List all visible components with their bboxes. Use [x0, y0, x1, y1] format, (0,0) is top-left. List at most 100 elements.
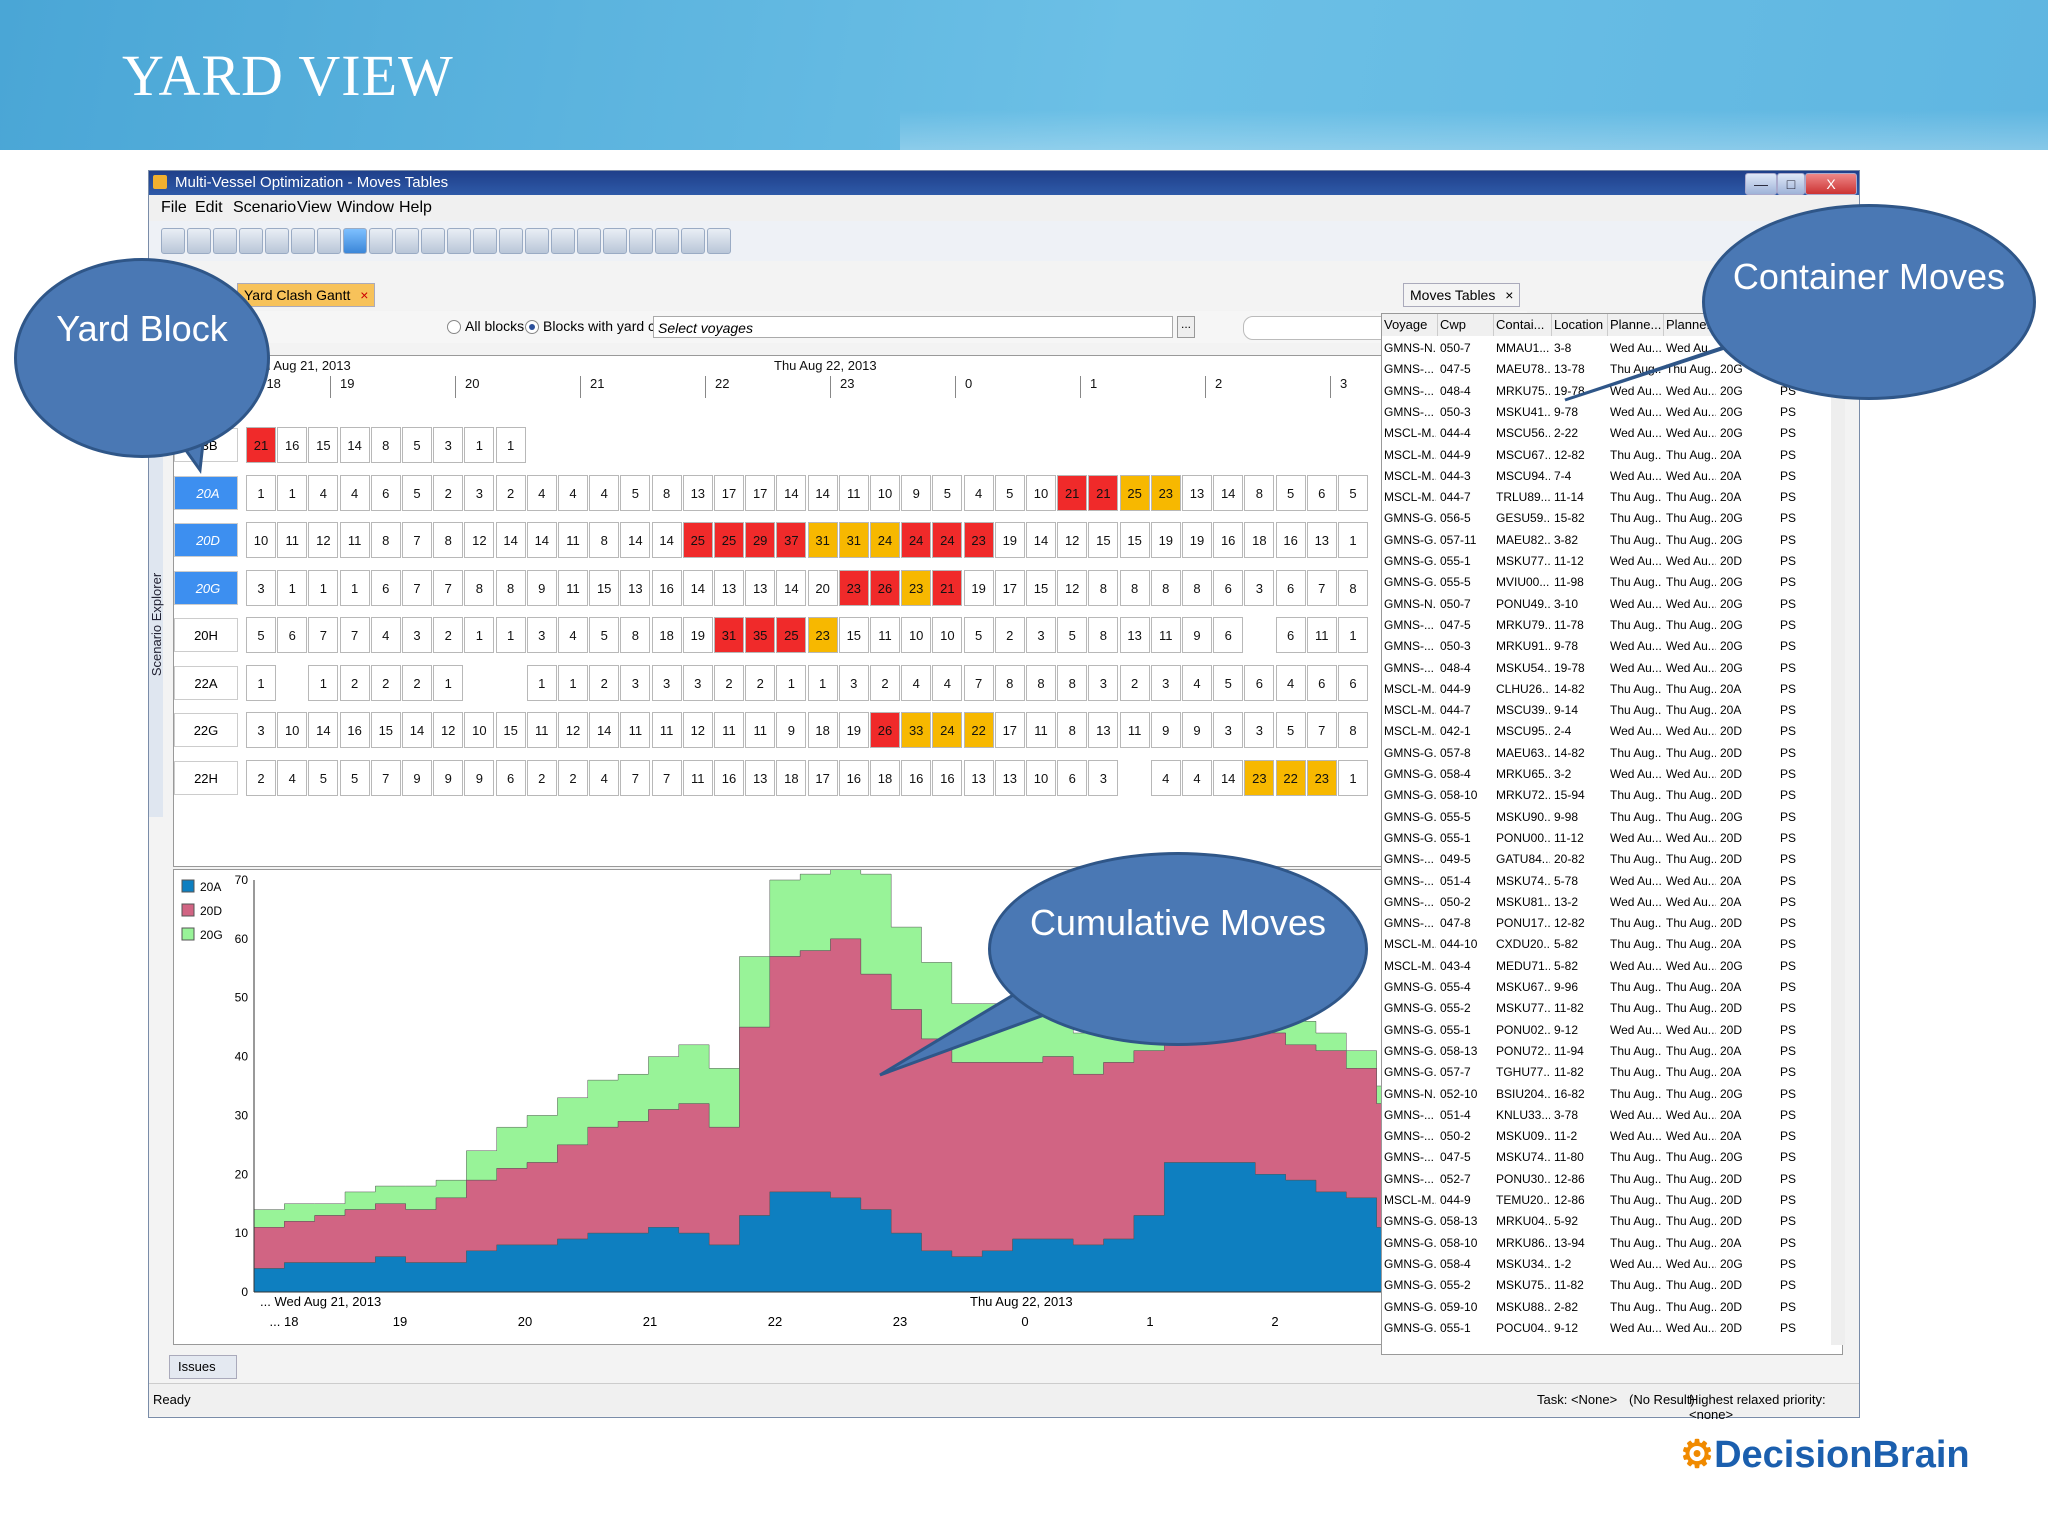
moves-table-row[interactable]: GMNS-G... 057-11 MAEU82... 3-82 Thu Aug... Th…	[1382, 530, 1836, 551]
gantt-cell[interactable]: 8	[994, 664, 1025, 701]
gantt-cell[interactable]: 14	[339, 427, 370, 463]
gantt-cell[interactable]: 14	[1026, 522, 1056, 558]
gantt-cell[interactable]: 12	[1057, 569, 1088, 606]
gantt-cell[interactable]: 3	[1150, 664, 1181, 701]
gantt-cell[interactable]: 22	[1275, 759, 1306, 796]
moves-table-row[interactable]: GMNS-G... 055-5 MSKU90... 9-98 Thu Aug... Thu…	[1382, 807, 1836, 828]
gantt-cell[interactable]: 4	[932, 664, 963, 701]
gantt-cell[interactable]: 18	[776, 759, 807, 796]
gantt-cell[interactable]: 19	[963, 569, 994, 606]
moves-table-row[interactable]: GMNS-G... 055-4 MSKU67... 9-96 Thu Aug... Thu…	[1382, 977, 1836, 998]
gantt-cell[interactable]: 8	[1088, 617, 1119, 653]
gantt-cell[interactable]: 4	[308, 474, 339, 511]
moves-table-row[interactable]: MSCL-M... 044-3 MSCU94... 7-4 Wed Au... Wed A…	[1382, 466, 1836, 487]
moves-table-row[interactable]: GMNS-N... 050-7 PONU49... 3-10 Wed Au... Wed …	[1382, 594, 1836, 615]
moves-table-row[interactable]: GMNS-G... 055-1 POCU04... 9-12 Wed Au... Wed …	[1382, 1318, 1836, 1339]
gantt-cell[interactable]: 3	[620, 664, 651, 701]
gantt-cell[interactable]: 3	[433, 427, 464, 463]
gantt-cell[interactable]: 13	[1088, 712, 1119, 748]
gantt-cell[interactable]: 21	[246, 427, 276, 463]
moves-table-row[interactable]: GMNS-G... 057-8 MAEU63... 14-82 Thu Aug... Th…	[1382, 743, 1836, 764]
gantt-cell[interactable]: 5	[620, 474, 651, 511]
toolbar-button[interactable]	[603, 228, 627, 254]
gantt-cell[interactable]: 1	[277, 474, 308, 511]
toolbar-button[interactable]	[655, 228, 679, 254]
gantt-cell[interactable]: 2	[558, 759, 588, 796]
gantt-cell[interactable]: 8	[370, 522, 401, 558]
clashes-radio[interactable]	[525, 320, 539, 334]
gantt-cell[interactable]: 14	[402, 712, 432, 748]
moves-table-row[interactable]: GMNS-... 049-5 GATU84... 20-82 Thu Aug... Thu…	[1382, 849, 1836, 870]
gantt-cell[interactable]: 4	[558, 617, 588, 653]
gantt-cell[interactable]: 17	[807, 759, 838, 796]
gantt-cell[interactable]: 12	[1057, 522, 1088, 558]
moves-table-row[interactable]: GMNS-... 047-5 MAEU78... 13-78 Thu Aug... Thu…	[1382, 359, 1836, 380]
gantt-cell[interactable]: 14	[651, 522, 682, 558]
gantt-cell[interactable]: 6	[1057, 759, 1088, 796]
gantt-cell[interactable]: 13	[682, 474, 713, 511]
gantt-cell[interactable]: 10	[1026, 474, 1056, 511]
gantt-cell[interactable]: 11	[682, 759, 713, 796]
moves-table-row[interactable]: MSCL-M... 044-9 TEMU20... 12-86 Thu Aug... Th…	[1382, 1190, 1836, 1211]
moves-table-row[interactable]: GMNS-G... 058-4 MRKU65... 3-2 Wed Au... Wed A…	[1382, 764, 1836, 785]
yard-block-row-header[interactable]: 20G	[174, 570, 238, 605]
menu-edit[interactable]: Edit	[195, 199, 223, 216]
gantt-cell[interactable]: 14	[1213, 474, 1244, 511]
gantt-cell[interactable]: 4	[526, 474, 557, 511]
gantt-cell[interactable]: 15	[495, 712, 526, 748]
moves-table-row[interactable]: GMNS-G... 057-7 TGHU77... 11-82 Thu Aug... Th…	[1382, 1062, 1836, 1083]
gantt-cell[interactable]: 11	[558, 522, 588, 558]
gantt-cell[interactable]: 9	[402, 759, 432, 796]
gantt-cell[interactable]: 25	[776, 617, 807, 653]
gantt-cell[interactable]: 6	[370, 569, 401, 606]
moves-table-row[interactable]: GMNS-... 052-7 PONU30... 12-86 Thu Aug... Thu…	[1382, 1169, 1836, 1190]
gantt-cell[interactable]: 35	[745, 617, 776, 653]
gantt-cell[interactable]: 12	[558, 712, 588, 748]
moves-table-row[interactable]: GMNS-... 051-4 KNLU33... 3-78 Wed Au... Wed A…	[1382, 1105, 1836, 1126]
gantt-cell[interactable]: 4	[370, 617, 401, 653]
gantt-cell[interactable]: 31	[714, 617, 744, 653]
gantt-cell[interactable]: 25	[682, 522, 713, 558]
moves-table-row[interactable]: GMNS-N... 052-10 BSIU204... 16-82 Thu Aug...…	[1382, 1084, 1836, 1105]
gantt-cell[interactable]: 25	[1119, 474, 1150, 511]
gantt-cell[interactable]: 23	[1150, 474, 1181, 511]
gantt-cell[interactable]: 1	[1338, 759, 1368, 796]
gantt-cell[interactable]: 3	[1244, 569, 1275, 606]
gantt-cell[interactable]: 4	[339, 474, 370, 511]
gantt-cell[interactable]: 23	[901, 569, 932, 606]
gantt-cell[interactable]: 5	[339, 759, 370, 796]
gantt-cell[interactable]: 5	[1213, 664, 1244, 701]
toolbar-button[interactable]	[499, 228, 523, 254]
gantt-cell[interactable]: 15	[1026, 569, 1056, 606]
gantt-cell[interactable]: 7	[433, 569, 464, 606]
moves-table-row[interactable]: GMNS-N... 050-7 MMAU1... 3-8 Wed Au... Wed Au…	[1382, 338, 1836, 359]
moves-table-row[interactable]: GMNS-... 050-3 MSKU41... 9-78 Wed Au... Wed A…	[1382, 402, 1836, 423]
moves-table-row[interactable]: GMNS-G... 058-10 MRKU86... 13-94 Thu Aug... T…	[1382, 1233, 1836, 1254]
gantt-cell[interactable]: 6	[1306, 664, 1337, 701]
gantt-cell[interactable]: 5	[932, 474, 963, 511]
gantt-cell[interactable]: 13	[1119, 617, 1150, 653]
gantt-cell[interactable]: 11	[1306, 617, 1337, 653]
gantt-cell[interactable]: 7	[370, 759, 401, 796]
gantt-cell[interactable]: 11	[339, 522, 370, 558]
gantt-cell[interactable]: 20	[807, 569, 838, 606]
toolbar-button[interactable]	[291, 228, 315, 254]
gantt-cell[interactable]: 2	[433, 617, 464, 653]
gantt-cell[interactable]: 1	[495, 617, 526, 653]
menu-help[interactable]: Help	[399, 199, 432, 216]
moves-table-row[interactable]: GMNS-G... 055-1 PONU02... 9-12 Wed Au... Wed …	[1382, 1020, 1836, 1041]
browse-button[interactable]: ...	[1177, 316, 1195, 338]
gantt-cell[interactable]: 14	[589, 712, 620, 748]
gantt-cell[interactable]: 18	[1244, 522, 1275, 558]
toolbar-button[interactable]	[317, 228, 341, 254]
menu-scenario[interactable]: Scenario	[233, 199, 297, 216]
gantt-cell[interactable]: 1	[776, 664, 807, 701]
gantt-cell[interactable]: 5	[1057, 617, 1088, 653]
moves-table-row[interactable]: GMNS-... 048-4 MSKU54... 19-78 Wed Au... Wed …	[1382, 658, 1836, 679]
gantt-cell[interactable]: 8	[433, 522, 464, 558]
gantt-cell[interactable]: 5	[1275, 712, 1306, 748]
gantt-cell[interactable]: 14	[620, 522, 651, 558]
gantt-cell[interactable]: 8	[1182, 569, 1212, 606]
moves-table-row[interactable]: MSCL-M... 044-10 CXDU20... 5-82 Thu Aug... Th…	[1382, 934, 1836, 955]
gantt-cell[interactable]: 16	[651, 569, 682, 606]
